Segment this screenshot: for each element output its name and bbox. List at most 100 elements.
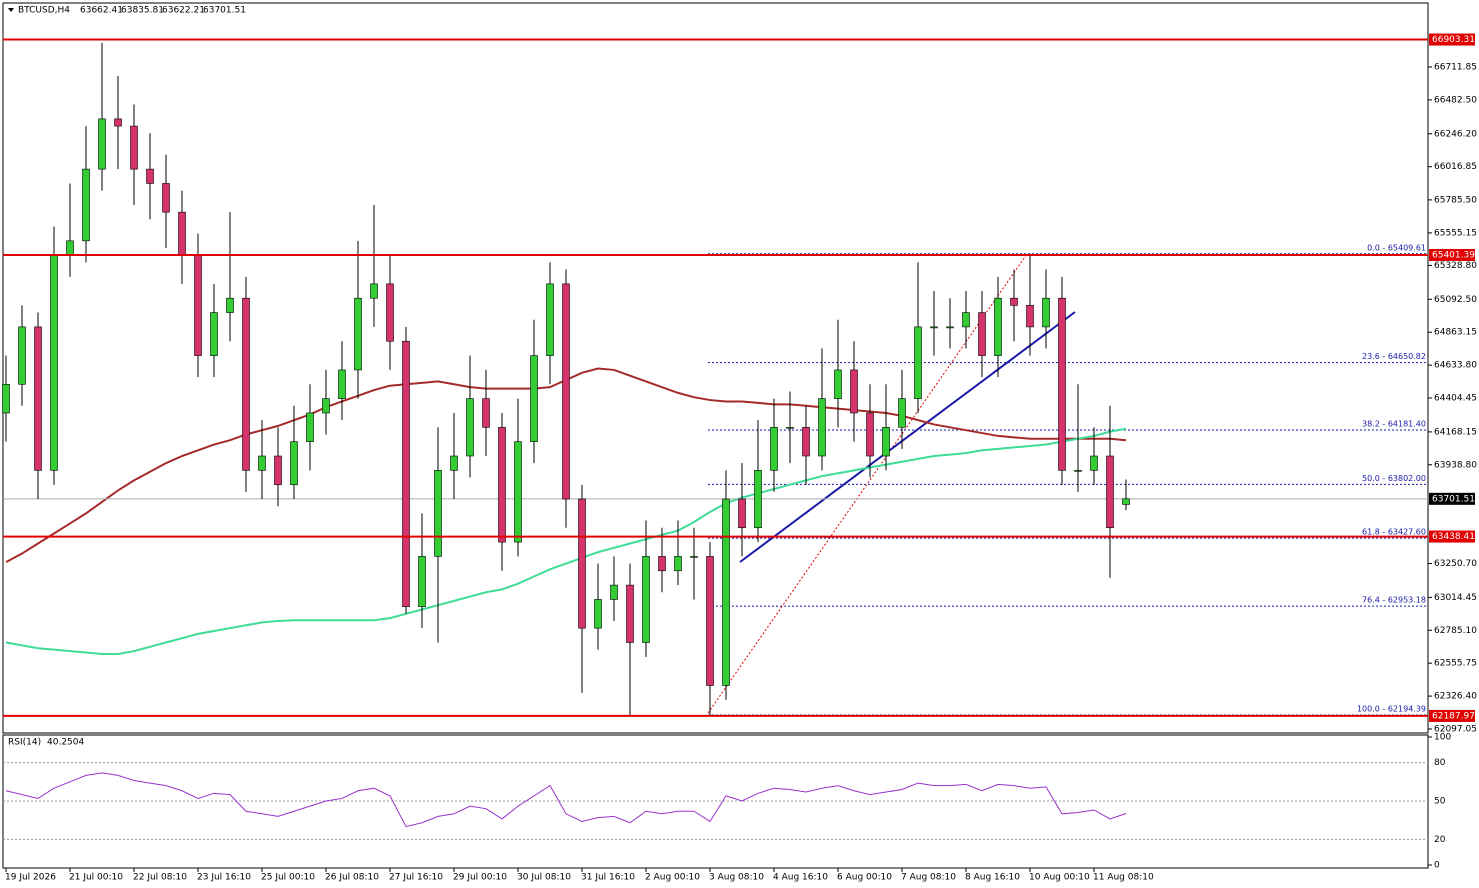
candle-body [18, 326, 26, 385]
x-tick-label: 22 Jul 08:10 [133, 873, 187, 883]
y-tick-label: 65785.50 [1434, 195, 1477, 205]
y-tick-label: 63938.80 [1434, 460, 1477, 470]
level-label: 65401.39 [1432, 250, 1475, 260]
candle-body [994, 297, 1002, 356]
rsi-tick-label: 80 [1434, 758, 1446, 768]
candle-body [498, 427, 506, 543]
candle-body [178, 211, 186, 256]
price-panel [2, 2, 1429, 734]
fib-label: 100.0 - 62194.39 [1357, 705, 1426, 714]
x-tick-label: 8 Aug 16:10 [965, 873, 1020, 883]
moving-average [5, 427, 1127, 655]
x-tick-label: 30 Jul 08:10 [517, 873, 571, 883]
candle-body [770, 427, 778, 471]
candle-body [706, 556, 714, 686]
candle-body [162, 183, 170, 213]
candle-body [306, 412, 314, 442]
candle-body [738, 498, 746, 529]
candle-body [50, 254, 58, 471]
candle-body [434, 470, 442, 557]
fib-label: 61.8 - 63427.60 [1362, 528, 1426, 537]
candle-body [354, 297, 362, 371]
candle-body [530, 355, 538, 442]
candle-body [1010, 297, 1018, 306]
y-tick-label: 65555.15 [1434, 228, 1477, 238]
candle-body [34, 326, 42, 471]
y-tick-label: 64863.15 [1434, 328, 1477, 338]
x-tick-label: 3 Aug 08:10 [709, 873, 764, 883]
rsi-tick-label: 50 [1434, 797, 1446, 807]
candle-body [834, 369, 842, 399]
y-tick-label: 63014.45 [1434, 593, 1477, 603]
candle-body [946, 326, 954, 329]
price-label: 63701.51 [1432, 494, 1475, 504]
candle-body [418, 556, 426, 607]
x-tick-label: 21 Jul 00:10 [69, 873, 123, 883]
y-tick-label: 63250.70 [1434, 559, 1477, 569]
candle-body [882, 427, 890, 457]
candle-body [722, 498, 730, 686]
candle-body [146, 168, 154, 184]
candle-body [98, 118, 106, 170]
x-tick-label: 31 Jul 16:10 [581, 873, 635, 883]
x-tick-label: 27 Jul 16:10 [389, 873, 443, 883]
symbol: BTCUSD,H4 [18, 6, 70, 16]
candle-body [466, 398, 474, 457]
fib-label: 50.0 - 63802.00 [1362, 474, 1426, 483]
y-tick-label: 62785.10 [1434, 626, 1477, 636]
candle-body [322, 398, 330, 414]
candle-body [1074, 470, 1082, 472]
y-tick-label: 62555.75 [1434, 659, 1477, 669]
y-tick-label: 66482.50 [1434, 95, 1477, 105]
candle-body [818, 398, 826, 457]
candle-body [610, 584, 618, 600]
rsi-tick-label: 100 [1434, 733, 1451, 743]
trend-line [739, 311, 1076, 563]
y-tick-label: 62326.40 [1434, 692, 1477, 702]
fib-label: 0.0 - 65409.61 [1367, 243, 1426, 252]
candle-body [226, 297, 234, 313]
level-label: 63438.41 [1432, 532, 1475, 542]
y-tick-label: 65092.50 [1434, 295, 1477, 305]
candle-body [690, 556, 698, 558]
candle-body [898, 398, 906, 428]
level-label: 62187.97 [1432, 711, 1475, 721]
x-tick-label: 10 Aug 00:10 [1029, 873, 1090, 883]
y-tick-label: 64168.15 [1434, 427, 1477, 437]
candle-body [978, 312, 986, 356]
fib-trend [707, 253, 1028, 714]
rsi-tick-label: 20 [1434, 835, 1446, 845]
candle-body [386, 283, 394, 342]
candle-body [594, 599, 602, 629]
candle-body [258, 455, 266, 471]
candle-body [1090, 455, 1098, 471]
x-tick-label: 4 Aug 16:10 [773, 873, 828, 883]
candle-body [338, 369, 346, 399]
header-value: 63835.81 [121, 6, 164, 16]
level-box [1429, 248, 1475, 261]
candle-body [1042, 297, 1050, 328]
rsi-label: RSI(14) [8, 738, 41, 748]
candle-body [290, 441, 298, 485]
candle-body [802, 427, 810, 457]
candle-body [562, 283, 570, 500]
candle-body [194, 254, 202, 356]
menu-arrow [8, 8, 14, 12]
y-tick-label: 66016.85 [1434, 162, 1477, 172]
level-box [1429, 33, 1475, 46]
candle-body [274, 455, 282, 485]
x-tick-label: 19 Jul 2026 [5, 873, 56, 883]
candle-body [866, 412, 874, 457]
rsi-tick-label: 0 [1434, 861, 1440, 871]
candle-body [1122, 498, 1130, 505]
candle-body [402, 340, 410, 607]
y-tick-label: 62097.05 [1434, 724, 1477, 734]
candle-body [962, 312, 970, 328]
header-value: 63701.51 [203, 6, 246, 16]
header-value: 63662.41 [80, 6, 123, 16]
x-tick-label: 11 Aug 08:10 [1093, 873, 1154, 883]
candle-body [514, 441, 522, 543]
candle-body [482, 398, 490, 428]
candle-body [674, 556, 682, 572]
